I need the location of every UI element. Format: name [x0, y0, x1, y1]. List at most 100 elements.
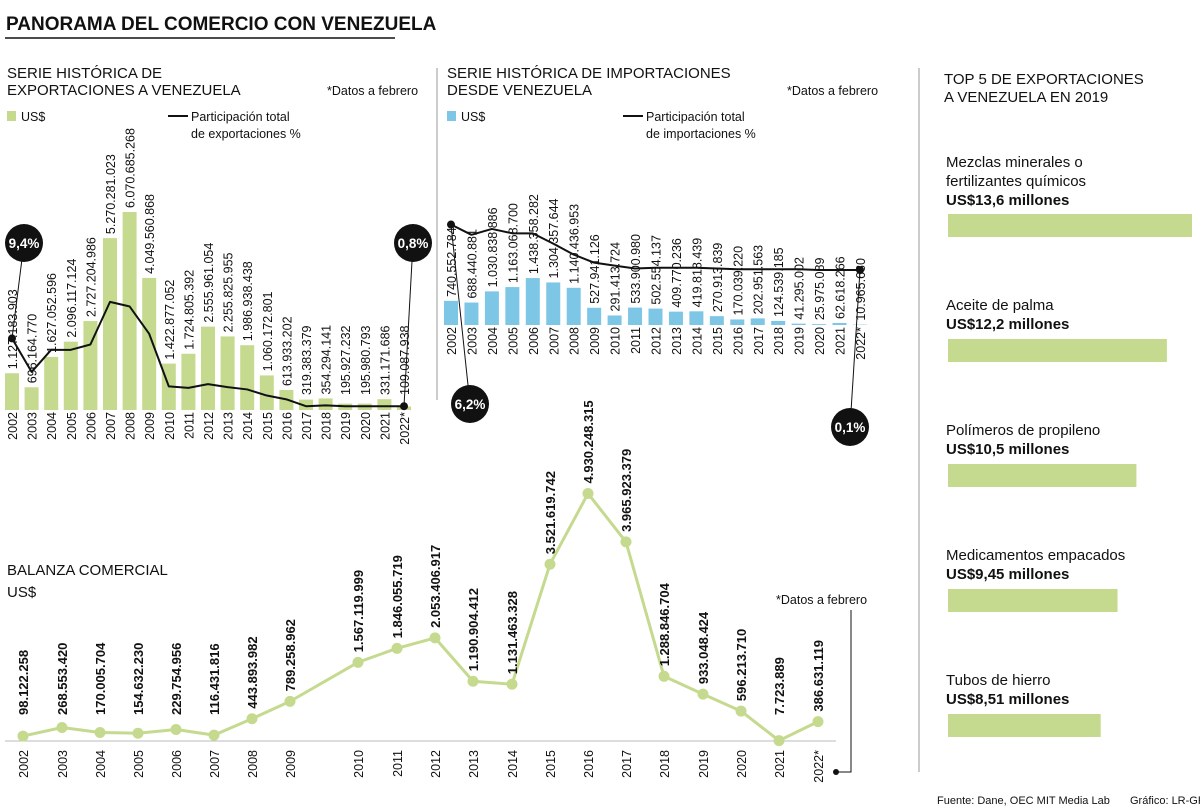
- value-label: 62.618.266: [834, 256, 848, 319]
- callout-leader: [403, 242, 414, 407]
- value-label: US$10,5 millones: [946, 441, 1069, 458]
- callout-point: [856, 266, 864, 274]
- year-label: 2011: [182, 412, 196, 439]
- bar: [812, 324, 827, 325]
- chart-note: *Datos a febrero: [787, 84, 878, 98]
- value-label: 2.053.406.917: [428, 545, 443, 628]
- bar: [142, 277, 157, 410]
- data-point: [735, 705, 747, 717]
- value-label: 933.048.424: [696, 611, 711, 684]
- year-label: 2016: [731, 327, 745, 355]
- value-label: 3.965.923.379: [619, 449, 634, 532]
- year-label: 2015: [544, 750, 558, 778]
- value-label: 1.288.846.704: [657, 582, 672, 666]
- data-point: [544, 558, 556, 570]
- year-label: 2006: [527, 327, 541, 355]
- year-label: 2020: [735, 750, 749, 778]
- bar: [587, 307, 602, 325]
- year-label: 2011: [391, 750, 405, 777]
- legend-label-bars: US$: [21, 110, 45, 124]
- bar: [181, 353, 196, 410]
- year-label: 2020: [359, 412, 373, 440]
- value-label: 109.087.938: [398, 325, 412, 395]
- year-label: 2004: [94, 750, 108, 778]
- year-label: 2021: [773, 750, 787, 778]
- bar: [259, 375, 274, 410]
- year-label: 2016: [582, 750, 596, 778]
- bar: [730, 319, 745, 325]
- bar: [122, 212, 137, 410]
- category-label: Aceite de palma: [946, 297, 1054, 314]
- data-point: [56, 722, 68, 734]
- year-label: 2018: [658, 750, 672, 778]
- value-label: 1.030.838.886: [486, 207, 500, 287]
- data-point: [170, 723, 182, 735]
- chart-title: SERIE HISTÓRICA DE IMPORTACIONES: [447, 65, 731, 82]
- bar: [5, 373, 19, 410]
- bar: [318, 398, 333, 410]
- value-label: 1.422.877.052: [163, 280, 177, 360]
- year-label: 2012: [429, 750, 443, 778]
- year-label: 2009: [143, 412, 157, 440]
- bar: [63, 341, 78, 410]
- callout-badge: [831, 408, 869, 446]
- data-point: [208, 729, 220, 741]
- value-label: 1.131.463.328: [505, 591, 520, 674]
- value-label: 3.521.619.742: [543, 471, 558, 554]
- legend-label-line: Participación total: [646, 110, 745, 124]
- value-label: 696.164.770: [26, 314, 40, 384]
- legend-label-line: de exportaciones %: [191, 127, 301, 141]
- chart-title: TOP 5 DE EXPORTACIONES: [944, 71, 1144, 88]
- value-label: 5.270.281.023: [104, 154, 118, 234]
- page-title: PANORAMA DEL COMERCIO CON VENEZUELA: [6, 14, 437, 35]
- value-label: 789.258.962: [283, 619, 298, 691]
- bar: [505, 287, 520, 325]
- year-label: 2021: [834, 327, 848, 355]
- chart-unit: US$: [7, 584, 37, 601]
- year-label: 2007: [547, 327, 561, 355]
- bar: [525, 278, 540, 325]
- value-label: 613.933.202: [280, 316, 294, 386]
- value-label: 116.431.816: [207, 643, 222, 715]
- bar: [771, 320, 786, 325]
- category-label: fertilizantes químicos: [946, 173, 1086, 190]
- year-label: 2022*: [812, 750, 826, 783]
- value-label: 2.096.117.124: [65, 259, 79, 338]
- note-leader: [836, 610, 852, 773]
- data-point: [658, 670, 670, 682]
- year-label: 2016: [280, 412, 294, 440]
- year-label: 2008: [246, 750, 260, 778]
- data-point: [812, 716, 824, 728]
- bar: [832, 322, 847, 325]
- value-label: 170.005.704: [93, 642, 108, 715]
- value-label: 291.413.724: [609, 242, 623, 312]
- value-label: 195.980.793: [359, 325, 373, 395]
- bar: [24, 387, 39, 410]
- year-label: 2002: [6, 412, 20, 440]
- bar: [607, 315, 622, 325]
- callout-label: 6,2%: [455, 397, 486, 412]
- year-label: 2002: [445, 327, 459, 355]
- value-label: 443.893.982: [245, 636, 260, 708]
- bar: [948, 339, 1167, 362]
- bar: [791, 323, 806, 325]
- value-label: 331.171.686: [378, 325, 392, 395]
- year-label: 2007: [208, 750, 222, 778]
- chart-title: DESDE VENEZUELA: [447, 82, 592, 99]
- value-label: US$8,51 millones: [946, 691, 1069, 708]
- chart-title: EXPORTACIONES A VENEZUELA: [7, 82, 241, 99]
- year-label: 2004: [486, 327, 500, 355]
- value-label: 7.723.889: [772, 657, 787, 715]
- bar: [709, 316, 724, 325]
- value-label: 202.951.563: [752, 245, 766, 315]
- value-label: US$12,2 millones: [946, 316, 1069, 333]
- year-label: 2014: [690, 327, 704, 355]
- year-label: 2005: [132, 750, 146, 778]
- year-label: 2018: [320, 412, 334, 440]
- value-label: 1.304.357.644: [547, 198, 561, 278]
- value-label: 4.049.560.868: [143, 194, 157, 274]
- bar: [546, 282, 561, 325]
- year-label: 2007: [104, 412, 118, 440]
- bar: [444, 300, 458, 325]
